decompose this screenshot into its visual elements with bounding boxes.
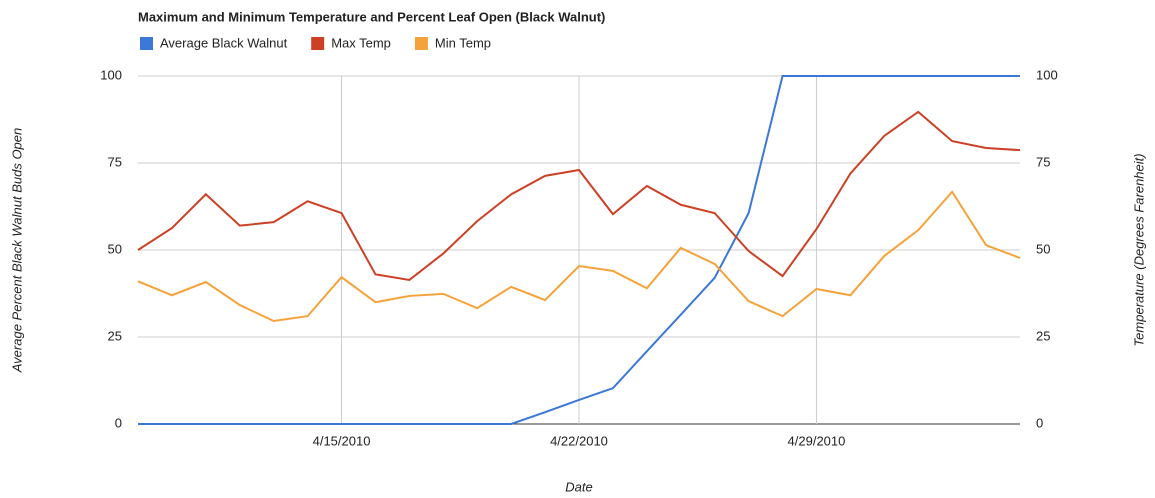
series-line: [137, 110, 1021, 281]
legend-swatch: [140, 37, 153, 50]
y-tick-label: 75: [108, 154, 122, 169]
legend-swatch: [414, 37, 428, 50]
chart-title: Maximum and Minimum Temperature and Perc…: [138, 9, 605, 24]
series-line: [137, 190, 1021, 323]
y2-tick-label: 0: [1036, 415, 1043, 430]
y2-tick-label: 100: [1036, 67, 1058, 82]
y2-tick-label: 75: [1036, 154, 1050, 169]
x-tick-label: 4/22/2010: [550, 433, 608, 448]
x-tick-label: 4/29/2010: [788, 433, 846, 448]
y-tick-label: 25: [108, 328, 122, 343]
legend-label: Min Temp: [435, 35, 491, 50]
y-tick-label: 0: [115, 415, 122, 430]
legend-label: Max Temp: [331, 35, 391, 50]
y-axis-title: Average Percent Black Walnut Buds Open: [9, 128, 24, 374]
x-tick-label: 4/15/2010: [313, 433, 371, 448]
y2-tick-label: 50: [1036, 241, 1050, 256]
x-axis-title: Date: [565, 479, 592, 494]
legend-swatch: [311, 37, 325, 50]
y2-axis-title: Temperature (Degrees Farenheit): [1131, 153, 1146, 346]
series-line: [138, 75, 1020, 425]
y2-tick-label: 25: [1036, 328, 1050, 343]
y-tick-label: 50: [108, 241, 122, 256]
y-tick-label: 100: [100, 67, 122, 82]
legend-label: Average Black Walnut: [160, 35, 288, 50]
